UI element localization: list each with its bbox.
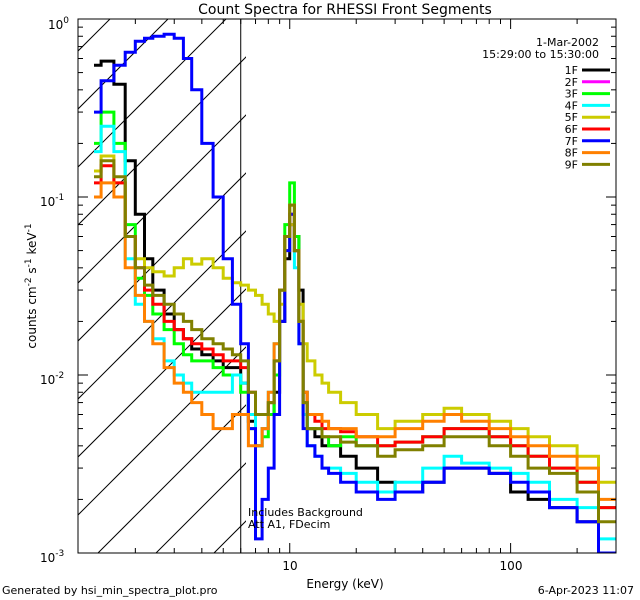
hatch-line [78,288,246,458]
y-tick-label-0.001: 10-3 [40,549,64,565]
hatch-line [78,230,246,400]
legend-label-7F: 7F [565,135,578,148]
observation-time-range: 15:29:00 to 15:30:00 [482,48,599,61]
hatch-line [78,19,227,168]
series-9F-line [94,159,616,524]
legend-label-8F: 8F [565,147,578,160]
legend-label-1F: 1F [565,64,578,77]
y-tick-label-0.1: 10-1 [40,193,64,209]
legend-label-4F: 4F [565,99,578,112]
footer-timestamp: 6-Apr-2023 11:07 [538,584,634,597]
annotation-attenuator: Att A1, FDecim [248,518,330,531]
plot-frame [77,18,617,554]
annotation-background: Includes Background [248,506,363,519]
observation-date: 1-Mar-2002 [536,36,599,49]
y-axis-label: counts cm-2 s-1 keV-1 [24,223,39,348]
y-tick-label-0.01: 10-2 [40,371,64,387]
attenuator-hatch-region [0,0,246,553]
y-tick-label-1: 100 [48,16,69,32]
hatch-line [97,404,246,553]
hatch-line [78,346,246,516]
x-tick-label-10: 10 [282,559,297,573]
x-axis-label: Energy (keV) [306,577,383,591]
legend-label-2F: 2F [565,76,578,89]
series-7F-line [94,32,616,553]
axis-ticks [78,18,617,554]
footer-generated-by: Generated by hsi_min_spectra_plot.pro [2,584,218,597]
x-tick-label-100: 100 [500,559,523,573]
legend-label-3F: 3F [565,88,578,101]
legend-label-9F: 9F [565,158,578,171]
series-layer [94,32,616,553]
legend-label-6F: 6F [565,123,578,136]
hatch-line [78,172,246,342]
hatch-line [78,56,246,226]
legend-label-5F: 5F [565,111,578,124]
hatch-line [78,114,246,284]
chart-title: Count Spectra for RHESSI Front Segments [198,2,492,18]
hatch-line [0,0,78,553]
